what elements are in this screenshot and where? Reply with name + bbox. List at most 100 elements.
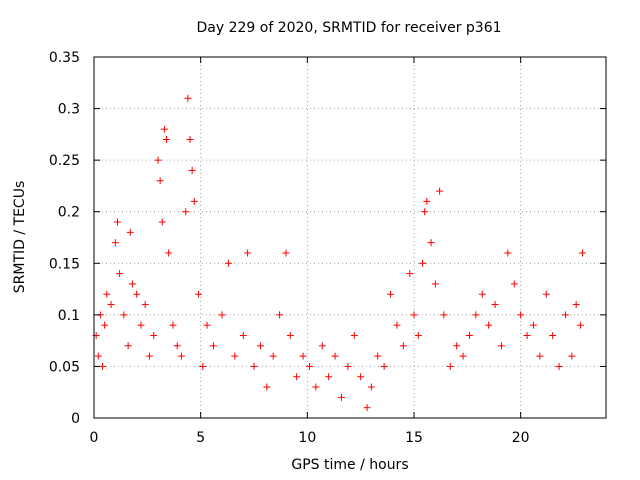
data-point [331,352,339,360]
data-point [363,404,371,412]
data-point [446,362,454,370]
data-point [107,301,115,309]
y-tick-label: 0.25 [49,153,80,169]
data-point [128,280,136,288]
data-point [99,362,107,370]
y-tick-label: 0.05 [49,359,80,375]
data-point [453,342,461,350]
data-point [423,197,431,205]
data-point [145,352,153,360]
data-point [367,383,375,391]
data-point [113,218,121,226]
data-point [263,383,271,391]
x-tick-label: 20 [512,430,530,446]
data-point [555,362,563,370]
data-point [158,218,166,226]
y-tick-label: 0.35 [49,50,80,66]
y-tick-label: 0.3 [58,102,80,118]
data-point [393,321,401,329]
y-tick-label: 0.1 [58,308,80,324]
data-point [156,177,164,185]
data-point [523,331,531,339]
y-tick-label: 0.15 [49,256,80,272]
data-point [133,290,141,298]
data-point [154,156,162,164]
data-point [269,352,277,360]
data-point [173,342,181,350]
y-tick-label: 0.2 [58,205,80,221]
data-point [491,301,499,309]
data-point [137,321,145,329]
x-axis-ticks: 0 5 10 15 20 [90,57,530,446]
data-point [414,331,422,339]
data-point [337,393,345,401]
data-point [421,208,429,216]
data-point [190,197,198,205]
data-point [126,228,134,236]
data-point [293,373,301,381]
data-point [374,352,382,360]
data-point [517,311,525,319]
data-point [350,331,358,339]
data-point [427,239,435,247]
x-tick-label: 5 [196,430,205,446]
data-point [199,362,207,370]
x-tick-label: 15 [405,430,423,446]
x-tick-label: 0 [90,430,99,446]
data-point [312,383,320,391]
data-point [165,249,173,257]
data-point [440,311,448,319]
data-point [177,352,185,360]
x-axis-label: GPS time / hours [291,457,409,473]
data-point [141,301,149,309]
data-point [399,342,407,350]
data-point [184,94,192,102]
data-point [218,311,226,319]
data-point [256,342,264,350]
data-point [561,311,569,319]
data-point [186,136,194,144]
data-point [111,239,119,247]
data-point [224,259,232,267]
data-point [231,352,239,360]
plot-frame [93,56,607,419]
data-point [163,136,171,144]
data-point [195,290,203,298]
data-point [188,166,196,174]
y-tick-label: 0 [71,411,80,427]
data-point [576,321,584,329]
chart-title: Day 229 of 2020, SRMTID for receiver p36… [196,20,502,36]
data-point [120,311,128,319]
data-point [250,362,258,370]
data-point [465,331,473,339]
data-point [572,301,580,309]
data-point [160,125,168,133]
data-point [203,321,211,329]
data-point [387,290,395,298]
y-axis-label: SRMTID / TECUs [12,180,28,294]
data-points [92,94,587,412]
data-point [150,331,158,339]
data-point [497,342,505,350]
data-point [182,208,190,216]
data-point [239,331,247,339]
data-point [209,342,217,350]
data-point [549,331,557,339]
data-point [478,290,486,298]
data-point [357,373,365,381]
data-point [459,352,467,360]
data-point [318,342,326,350]
data-point [410,311,418,319]
data-point [299,352,307,360]
data-point [244,249,252,257]
y-axis-ticks: 0 0.05 0.1 0.15 0.2 0.25 0.3 0.35 [49,50,606,427]
data-point [504,249,512,257]
data-point [286,331,294,339]
data-point [406,270,414,278]
data-point [325,373,333,381]
data-point [536,352,544,360]
data-point [485,321,493,329]
data-point [436,187,444,195]
data-point [116,270,124,278]
